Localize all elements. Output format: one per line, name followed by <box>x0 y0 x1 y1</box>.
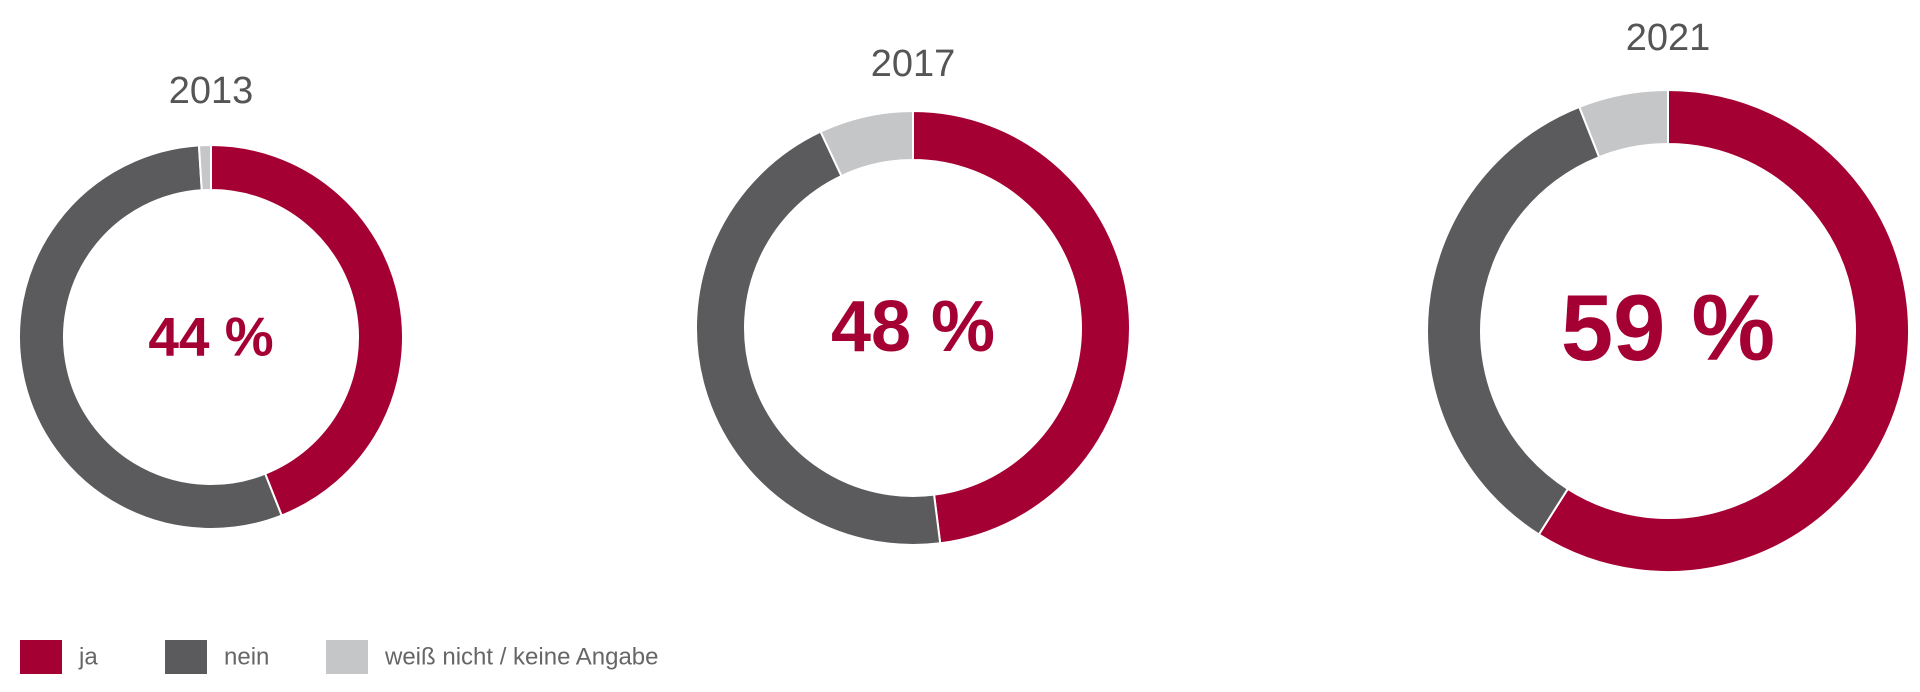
center-label: 44 % <box>148 306 273 368</box>
center-label: 48 % <box>831 287 995 367</box>
legend-swatch <box>20 640 62 674</box>
legend-label: weiß nicht / keine Angabe <box>384 643 659 670</box>
donut-segment <box>695 130 942 546</box>
legend-label: nein <box>224 643 269 670</box>
legend-label: ja <box>78 643 98 670</box>
donut-segment <box>819 109 914 178</box>
donut-segment <box>912 109 1131 545</box>
year-title: 2021 <box>1626 17 1711 59</box>
donut-segment <box>210 143 404 517</box>
donut-segment <box>1537 88 1910 573</box>
year-title: 2017 <box>871 43 956 85</box>
donut-segment <box>1577 88 1669 159</box>
legend-swatch <box>165 640 207 674</box>
donut-segment <box>197 143 212 192</box>
center-label: 59 % <box>1561 275 1775 380</box>
legend-swatch <box>326 640 368 674</box>
donut-segment <box>18 144 283 530</box>
year-title: 2013 <box>169 70 254 112</box>
